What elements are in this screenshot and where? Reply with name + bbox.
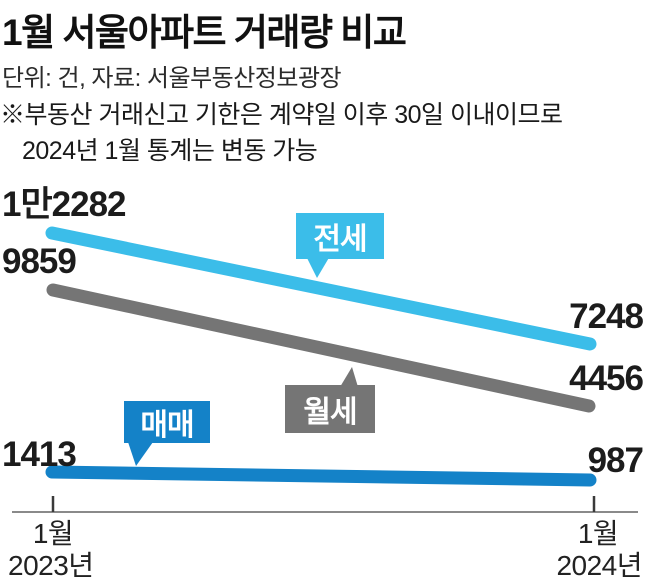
series-line-jeonse bbox=[45, 226, 597, 351]
value-jeonse-2024: 7248 bbox=[569, 297, 644, 336]
chart-unit-source: 단위: 건, 자료: 서울부동산정보광장 bbox=[2, 65, 342, 92]
legend-label-maemae: 매매 bbox=[140, 409, 194, 442]
legend-bubble-jeonse: 전세 bbox=[296, 213, 384, 259]
legend-bubble-maemae: 매매 bbox=[124, 401, 210, 443]
page-title: 1월 서울아파트 거래량 비교 bbox=[2, 12, 407, 53]
value-maemae-2024: 987 bbox=[587, 441, 644, 480]
chart-note-line2: 2024년 1월 통계는 변동 가능 bbox=[22, 137, 318, 165]
value-jeonse-2023: 1만2282 bbox=[2, 185, 127, 224]
value-wolse-2023: 9859 bbox=[2, 242, 77, 281]
legend-label-jeonse: 전세 bbox=[313, 223, 367, 256]
bubble-tail-wolse bbox=[340, 367, 358, 387]
x-tick-label-left-year: 2023년 bbox=[8, 550, 94, 581]
x-tick-label-right-month: 1월 bbox=[577, 518, 619, 549]
value-maemae-2023: 1413 bbox=[2, 435, 77, 474]
legend-bubble-wolse: 월세 bbox=[285, 385, 375, 433]
bubble-tail-jeonse bbox=[306, 256, 330, 278]
bubble-tail-maemae bbox=[128, 442, 153, 466]
series-line-wolse bbox=[46, 283, 596, 413]
x-tick-label-right-year: 2024년 bbox=[556, 550, 642, 581]
x-tick-label-left-month: 1월 bbox=[32, 518, 74, 549]
chart-note-line1: ※부동산 거래신고 기한은 계약일 이후 30일 이내이므로 bbox=[0, 101, 563, 129]
legend-label-wolse: 월세 bbox=[303, 396, 357, 429]
series-line-maemae bbox=[45, 465, 597, 487]
value-wolse-2024: 4456 bbox=[569, 359, 644, 398]
